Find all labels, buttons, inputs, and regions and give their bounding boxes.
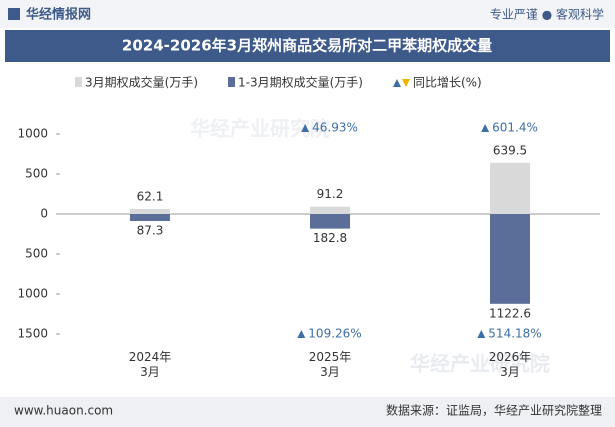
y-tick-label: 1000 bbox=[17, 127, 48, 141]
legend-down bbox=[401, 79, 410, 87]
value-label: 182.8 bbox=[313, 231, 347, 245]
watermark: 华经产业研究院 bbox=[190, 117, 330, 141]
y-tick-label: 1500 bbox=[17, 327, 48, 341]
bar bbox=[130, 209, 170, 214]
y-tick-label: 1000 bbox=[17, 287, 48, 301]
watermark: 华经产业研究院 bbox=[410, 352, 550, 376]
growth-label: 601.4% bbox=[492, 121, 538, 135]
header-bar bbox=[0, 0, 615, 28]
growth-arrow bbox=[297, 330, 306, 338]
footer-site: www.huaon.com bbox=[14, 404, 113, 418]
x-tick-label: 2025年 3月 bbox=[308, 350, 352, 379]
y-tick-label: 0 bbox=[40, 207, 48, 221]
bar bbox=[490, 162, 530, 214]
footer-bar bbox=[0, 397, 615, 427]
growth-arrow bbox=[477, 330, 486, 338]
value-label: 639.5 bbox=[493, 143, 527, 157]
value-label: 91.2 bbox=[317, 187, 344, 201]
y-tick-label: 500 bbox=[25, 247, 48, 261]
value-label: 1122.6 bbox=[489, 306, 531, 320]
legend-label: 1-3月期权成交量(万手) bbox=[238, 75, 363, 90]
x-tick-label: 2026年 3月 bbox=[488, 350, 532, 379]
growth-label: 46.93% bbox=[312, 121, 358, 135]
legend-label: 同比增长(%) bbox=[413, 76, 482, 90]
bar bbox=[490, 214, 530, 304]
x-tick-label: 2024年 3月 bbox=[128, 350, 172, 379]
growth-arrow bbox=[481, 124, 490, 132]
footer-source: 数据来源：证监局，华经产业研究院整理 bbox=[386, 403, 602, 418]
growth-arrow bbox=[301, 124, 310, 132]
legend-swatch bbox=[75, 77, 82, 87]
legend-up bbox=[392, 79, 401, 87]
value-label: 62.1 bbox=[137, 190, 164, 204]
bar bbox=[130, 214, 170, 221]
title-bar bbox=[5, 30, 610, 62]
bar bbox=[310, 206, 350, 214]
legend-label: 3月期权成交量(万手) bbox=[85, 75, 198, 90]
brand: 华经情报网 bbox=[26, 7, 91, 23]
y-tick-label: 500 bbox=[25, 167, 48, 181]
bar bbox=[310, 214, 350, 229]
legend-swatch bbox=[228, 77, 235, 87]
value-label: 87.3 bbox=[137, 223, 164, 237]
growth-label: 514.18% bbox=[488, 327, 541, 341]
logo bbox=[8, 8, 20, 20]
growth-label: 109.26% bbox=[308, 327, 361, 341]
slogan: 专业严谨 ● 客观科学 bbox=[490, 7, 604, 22]
chart-title: 2024-2026年3月郑州商品交易所对二甲苯期权成交量 bbox=[122, 37, 492, 55]
